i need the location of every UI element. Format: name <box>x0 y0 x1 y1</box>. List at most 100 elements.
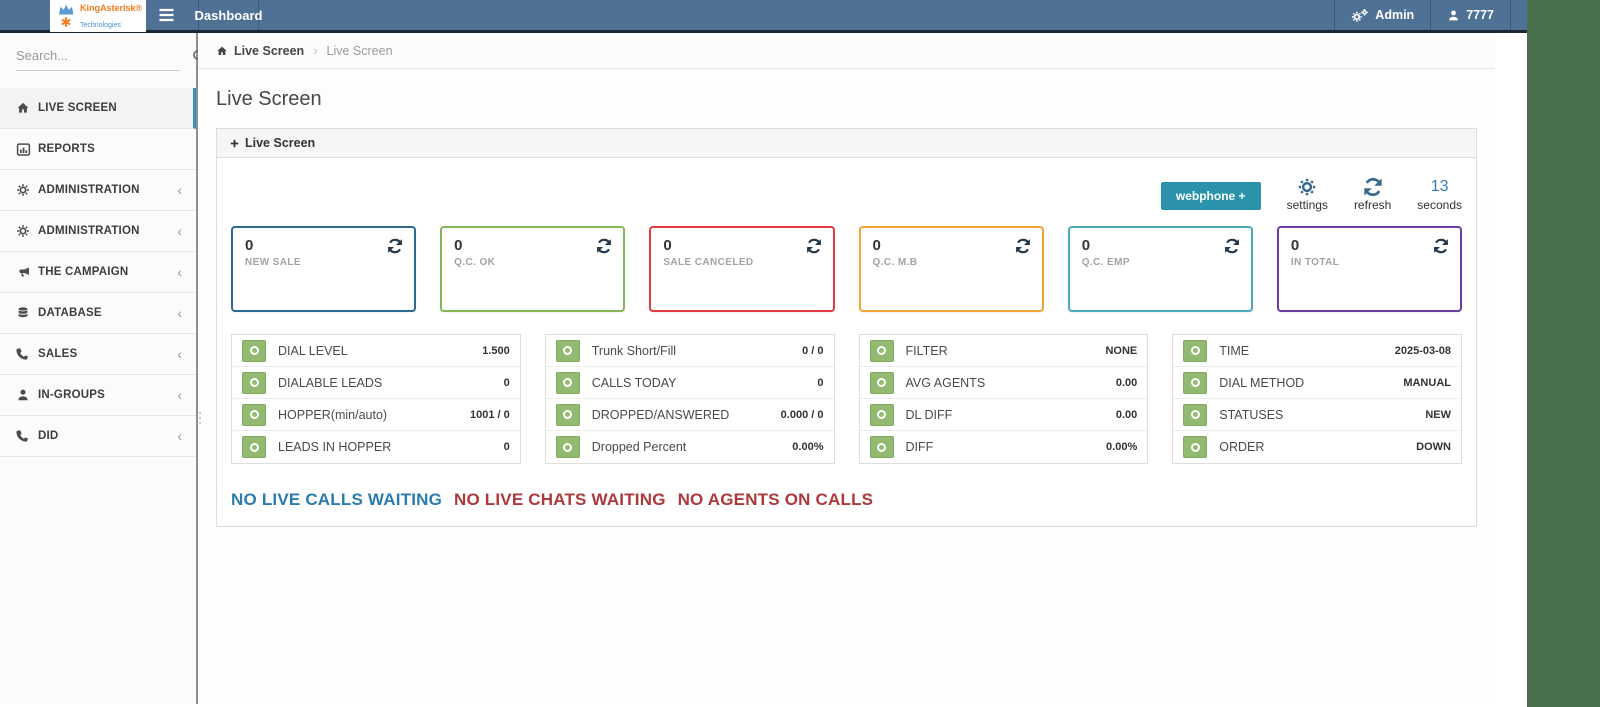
settings-button[interactable]: settings <box>1287 177 1328 212</box>
stat-value: DOWN <box>1416 441 1451 453</box>
table-row: FILTER NONE <box>859 335 1148 367</box>
circle-icon <box>249 378 259 387</box>
stat-label: DL DIFF <box>905 407 953 422</box>
search-input[interactable] <box>16 48 192 63</box>
table-row: DIAL LEVEL 1.500 <box>232 335 520 367</box>
stat-value: NONE <box>1105 344 1138 357</box>
panel-toolbar: webphone + settings refresh 13 seconds <box>231 168 1462 212</box>
no-agents-message: NO AGENTS ON CALLS <box>677 490 874 509</box>
sidebar-item-live-screen[interactable]: LIVE SCREEN <box>0 88 196 129</box>
sidebar-scrollbar-handle[interactable] <box>198 412 202 424</box>
stat-value: 0.00 <box>1115 376 1138 389</box>
navbar-left: KingAsterisk® Technologies <box>0 0 198 32</box>
bar-chart-icon <box>16 142 38 157</box>
sidebar-item-label: LIVE SCREEN <box>38 102 117 114</box>
no-live-calls-message: NO LIVE CALLS WAITING <box>231 490 443 509</box>
refresh-icon <box>387 238 404 254</box>
status-dot-button[interactable] <box>869 339 894 362</box>
status-dot-button[interactable] <box>1183 371 1208 394</box>
breadcrumb-root-link[interactable]: Live Screen <box>216 44 304 58</box>
status-dot-button[interactable] <box>555 403 580 426</box>
gear-icon <box>1297 177 1317 197</box>
nav-user-menu[interactable]: 7777 <box>1430 0 1510 30</box>
stat-label: DIALABLE LEADS <box>278 375 383 390</box>
nav-admin-menu[interactable]: Admin <box>1334 0 1430 30</box>
calls-stats-table: Trunk Short/Fill 0 / 0 CALLS TODAY 0 DRO… <box>544 334 835 464</box>
webphone-button[interactable]: webphone + <box>1160 182 1261 210</box>
card-refresh-button[interactable] <box>805 238 822 254</box>
card-qc-emp: 0 Q.C. EMP <box>1067 226 1253 312</box>
stat-value: NEW <box>1425 408 1451 421</box>
status-dot-button[interactable] <box>555 371 580 394</box>
stat-value: 0 <box>503 441 510 453</box>
nav-dashboard-link[interactable]: Dashboard <box>195 0 262 30</box>
circle-icon <box>563 442 573 452</box>
sidebar-item-sales[interactable]: SALES ‹ <box>0 334 196 375</box>
card-label: Q.C. M.B <box>872 257 918 268</box>
card-refresh-button[interactable] <box>596 238 613 254</box>
card-refresh-button[interactable] <box>1433 238 1450 254</box>
sidebar-item-database[interactable]: DATABASE ‹ <box>0 293 196 334</box>
sidebar-toggle-button[interactable] <box>157 7 176 23</box>
status-dot-button[interactable] <box>242 403 266 426</box>
sidebar-item-reports[interactable]: REPORTS <box>0 129 196 170</box>
sidebar-item-label: THE CAMPAIGN <box>38 266 129 278</box>
sidebar-item-administration-1[interactable]: ADMINISTRATION ‹ <box>0 170 196 211</box>
card-label: Q.C. OK <box>454 257 496 268</box>
database-icon <box>16 306 38 320</box>
seconds-value: 13 <box>1430 178 1449 195</box>
table-row: DIALABLE LEADS 0 <box>232 367 520 399</box>
table-row: Trunk Short/Fill 0 / 0 <box>545 335 834 367</box>
sidebar-item-in-groups[interactable]: IN-GROUPS ‹ <box>0 375 196 416</box>
stat-label: AVG AGENTS <box>905 375 986 390</box>
card-refresh-button[interactable] <box>1014 238 1031 254</box>
status-dot-button[interactable] <box>869 403 894 426</box>
stat-value: MANUAL <box>1403 376 1451 389</box>
status-dot-button[interactable] <box>1183 436 1208 458</box>
sidebar-item-label: ADMINISTRATION <box>38 225 140 237</box>
status-dot-button[interactable] <box>869 436 894 458</box>
card-label: NEW SALE <box>245 257 301 268</box>
brand-logo[interactable]: KingAsterisk® Technologies <box>50 0 146 32</box>
circle-icon <box>1190 442 1200 452</box>
card-value: 0 <box>454 237 463 254</box>
brand-name: KingAsterisk® <box>80 3 143 13</box>
stat-label: CALLS TODAY <box>591 375 677 390</box>
phone-icon <box>16 347 38 361</box>
home-icon <box>16 101 38 115</box>
status-dot-button[interactable] <box>242 339 266 362</box>
refresh-button[interactable]: refresh <box>1354 177 1391 212</box>
home-icon <box>216 45 228 57</box>
card-refresh-button[interactable] <box>387 238 404 254</box>
table-row: STATUSES NEW <box>1173 399 1461 431</box>
stat-value: 0 / 0 <box>802 344 824 357</box>
live-screen-panel: Live Screen webphone + settings refresh <box>216 128 1477 527</box>
phone-icon <box>16 429 38 443</box>
status-dot-button[interactable] <box>1183 339 1208 362</box>
sidebar-item-did[interactable]: DID ‹ <box>0 416 196 457</box>
status-dot-button[interactable] <box>1183 403 1208 426</box>
panel-header-toggle[interactable]: Live Screen <box>217 129 1476 158</box>
stat-value: 0 <box>503 376 510 389</box>
gear-icon <box>16 183 38 197</box>
status-dot-button[interactable] <box>242 371 266 394</box>
stat-label: STATUSES <box>1219 407 1284 422</box>
status-dot-button[interactable] <box>555 436 580 458</box>
chevron-left-icon: ‹ <box>177 223 182 239</box>
sidebar-item-administration-2[interactable]: ADMINISTRATION ‹ <box>0 211 196 252</box>
card-refresh-button[interactable] <box>1223 238 1240 254</box>
status-dot-button[interactable] <box>555 339 580 362</box>
status-dot-button[interactable] <box>869 371 894 394</box>
stat-value: 2025-03-08 <box>1394 344 1451 357</box>
sidebar-item-the-campaign[interactable]: THE CAMPAIGN ‹ <box>0 252 196 293</box>
sidebar-item-label: DATABASE <box>38 307 102 319</box>
card-qc-mb: 0 Q.C. M.B <box>858 226 1044 312</box>
circle-icon <box>1190 378 1200 387</box>
circle-icon <box>877 378 886 387</box>
table-row: Dropped Percent 0.00% <box>546 431 834 463</box>
circle-icon <box>563 346 573 355</box>
card-value: 0 <box>1290 237 1300 254</box>
status-dot-button[interactable] <box>242 436 266 458</box>
card-value: 0 <box>663 237 672 254</box>
